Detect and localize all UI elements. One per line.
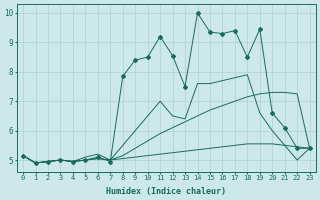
X-axis label: Humidex (Indice chaleur): Humidex (Indice chaleur) <box>106 187 226 196</box>
